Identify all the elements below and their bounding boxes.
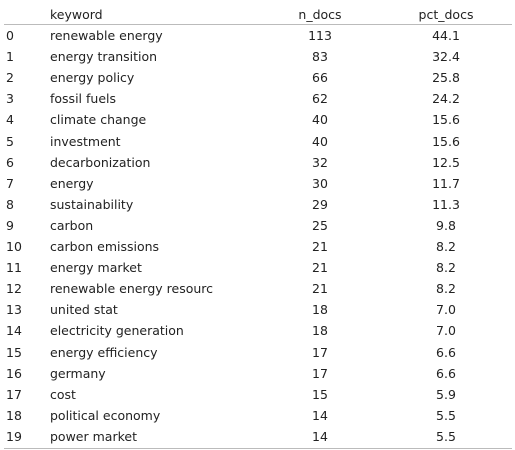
header-n-docs: n_docs	[298, 7, 342, 22]
n-docs-cell: 21	[312, 281, 328, 297]
header-pct-docs: pct_docs	[418, 7, 474, 22]
pct-docs-cell: 11.7	[432, 175, 460, 191]
pct-docs-cell: 8.2	[436, 260, 456, 276]
keyword-cell: energy efficiency	[50, 344, 158, 360]
keyword-cell: renewable energy	[50, 28, 163, 43]
keyword-cell: climate change	[50, 112, 147, 128]
keyword-cell: power market	[50, 428, 137, 444]
row-index: 3	[6, 91, 14, 107]
bottom-rule	[4, 448, 512, 449]
n-docs-cell: 25	[312, 217, 328, 233]
pct-docs-cell: 15.6	[432, 112, 460, 128]
pct-docs-cell: 44.1	[432, 28, 460, 43]
row-index: 0	[6, 28, 14, 43]
header-rule	[4, 24, 512, 25]
n-docs-cell: 40	[312, 133, 328, 149]
n-docs-cell: 15	[312, 386, 328, 402]
header-keyword: keyword	[50, 7, 103, 22]
n-docs-cell: 18	[312, 302, 328, 318]
keyword-cell: fossil fuels	[50, 91, 116, 107]
pct-docs-cell: 5.5	[436, 407, 456, 423]
n-docs-cell: 113	[308, 28, 332, 43]
n-docs-cell: 21	[312, 239, 328, 254]
row-index: 13	[6, 302, 22, 318]
keyword-cell: political economy	[50, 407, 161, 423]
row-index: 8	[6, 196, 14, 212]
pct-docs-cell: 6.6	[436, 365, 456, 381]
pct-docs-cell: 12.5	[432, 154, 460, 170]
row-index: 9	[6, 217, 14, 233]
keyword-cell: carbon emissions	[50, 239, 160, 254]
n-docs-cell: 40	[312, 112, 328, 128]
keyword-cell: decarbonization	[50, 154, 151, 170]
keyword-cell: energy transition	[50, 49, 158, 65]
n-docs-cell: 32	[312, 154, 328, 170]
keyword-cell: electricity generation	[50, 323, 184, 339]
keyword-cell: energy policy	[50, 70, 135, 86]
keyword-cell: energy market	[50, 260, 142, 276]
keyword-cell: sustainability	[50, 196, 134, 212]
row-index: 15	[6, 344, 22, 360]
row-index: 19	[6, 428, 22, 444]
n-docs-cell: 30	[312, 175, 328, 191]
row-index: 18	[6, 407, 22, 423]
row-index: 14	[6, 323, 22, 339]
pct-docs-cell: 7.0	[436, 302, 456, 318]
row-index: 11	[6, 260, 22, 276]
keyword-cell: cost	[50, 386, 76, 402]
pct-docs-cell: 8.2	[436, 239, 456, 254]
row-index: 10	[6, 239, 22, 254]
pct-docs-cell: 25.8	[432, 70, 460, 86]
pct-docs-cell: 8.2	[436, 281, 456, 297]
row-index: 1	[6, 49, 14, 65]
n-docs-cell: 18	[312, 323, 328, 339]
row-index: 4	[6, 112, 14, 128]
pct-docs-cell: 5.9	[436, 386, 456, 402]
n-docs-cell: 66	[312, 70, 328, 86]
row-index: 2	[6, 70, 14, 86]
pct-docs-cell: 24.2	[432, 91, 460, 107]
n-docs-cell: 83	[312, 49, 328, 65]
row-index: 12	[6, 281, 22, 297]
row-index: 16	[6, 365, 22, 381]
n-docs-cell: 17	[312, 344, 328, 360]
pct-docs-cell: 15.6	[432, 133, 460, 149]
pct-docs-cell: 5.5	[436, 428, 456, 444]
n-docs-cell: 62	[312, 91, 328, 107]
pct-docs-cell: 32.4	[432, 49, 460, 65]
keyword-cell: germany	[50, 365, 106, 381]
keyword-cell: united stat	[50, 302, 118, 318]
keyword-cell: renewable energy resourc	[50, 281, 214, 297]
pct-docs-cell: 7.0	[436, 323, 456, 339]
n-docs-cell: 29	[312, 196, 328, 212]
pct-docs-cell: 11.3	[432, 196, 460, 212]
pct-docs-cell: 9.8	[436, 217, 456, 233]
row-index: 6	[6, 154, 14, 170]
row-index: 7	[6, 175, 14, 191]
pct-docs-cell: 6.6	[436, 344, 456, 360]
keyword-cell: carbon	[50, 217, 94, 233]
n-docs-cell: 14	[312, 428, 328, 444]
n-docs-cell: 17	[312, 365, 328, 381]
row-index: 5	[6, 133, 14, 149]
n-docs-cell: 21	[312, 260, 328, 276]
keyword-cell: energy	[50, 175, 94, 191]
keyword-cell: investment	[50, 133, 121, 149]
row-index: 17	[6, 386, 22, 402]
n-docs-cell: 14	[312, 407, 328, 423]
